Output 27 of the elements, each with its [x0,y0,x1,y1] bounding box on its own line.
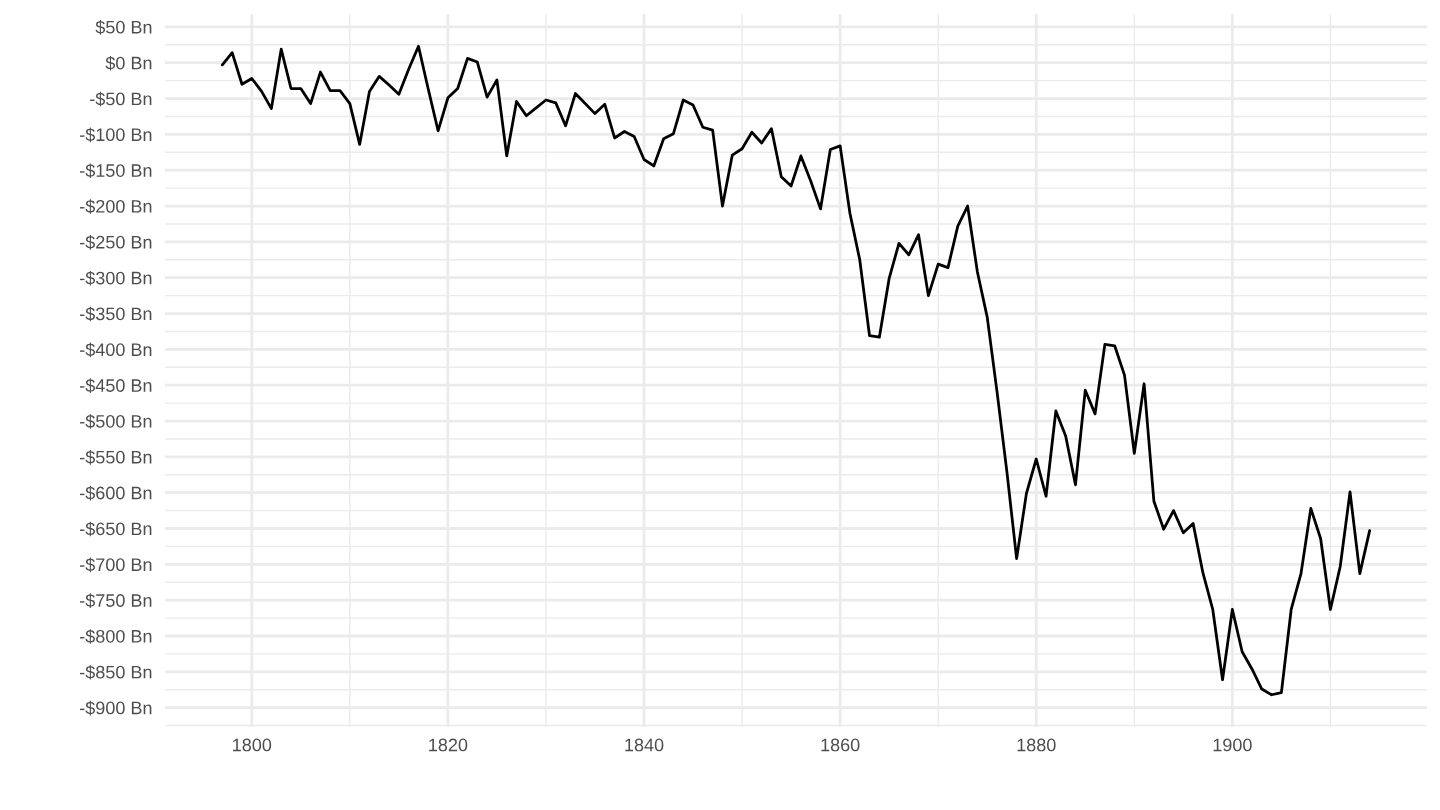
y-tick-label: $50 Bn [95,20,152,35]
y-tick-label: -$900 Bn [80,700,152,716]
y-tick-label: -$250 Bn [80,235,152,250]
y-tick-label: -$50 Bn [90,91,152,107]
y-tick-label: -$800 Bn [80,629,152,644]
y-tick-label: -$600 Bn [80,485,152,501]
x-tick-label: 1900 [1213,738,1252,752]
y-tick-label: -$300 Bn [80,270,152,286]
line-series [220,44,1372,697]
y-tick-label: -$100 Bn [80,127,152,143]
y-tick-label: -$750 Bn [80,593,152,608]
y-tick-label: -$400 Bn [80,342,152,358]
y-tick-label: -$450 Bn [80,378,152,393]
y-tick-label: -$500 Bn [80,414,152,429]
x-tick-label: 1840 [625,738,664,752]
y-tick-label: -$650 Bn [80,521,152,537]
y-tick-label: -$150 Bn [80,163,152,179]
y-tick-label: $0 Bn [105,55,152,71]
x-tick-label: 1820 [429,738,468,752]
y-tick-label: -$550 Bn [80,450,152,465]
y-tick-label: -$850 Bn [80,665,152,680]
x-tick-label: 1880 [1017,738,1056,752]
y-tick-label: -$700 Bn [80,557,152,573]
y-tick-label: -$200 Bn [80,199,152,214]
x-tick-label: 1860 [821,738,860,752]
y-tick-label: -$350 Bn [80,306,152,322]
x-tick-label: 1800 [233,738,272,752]
